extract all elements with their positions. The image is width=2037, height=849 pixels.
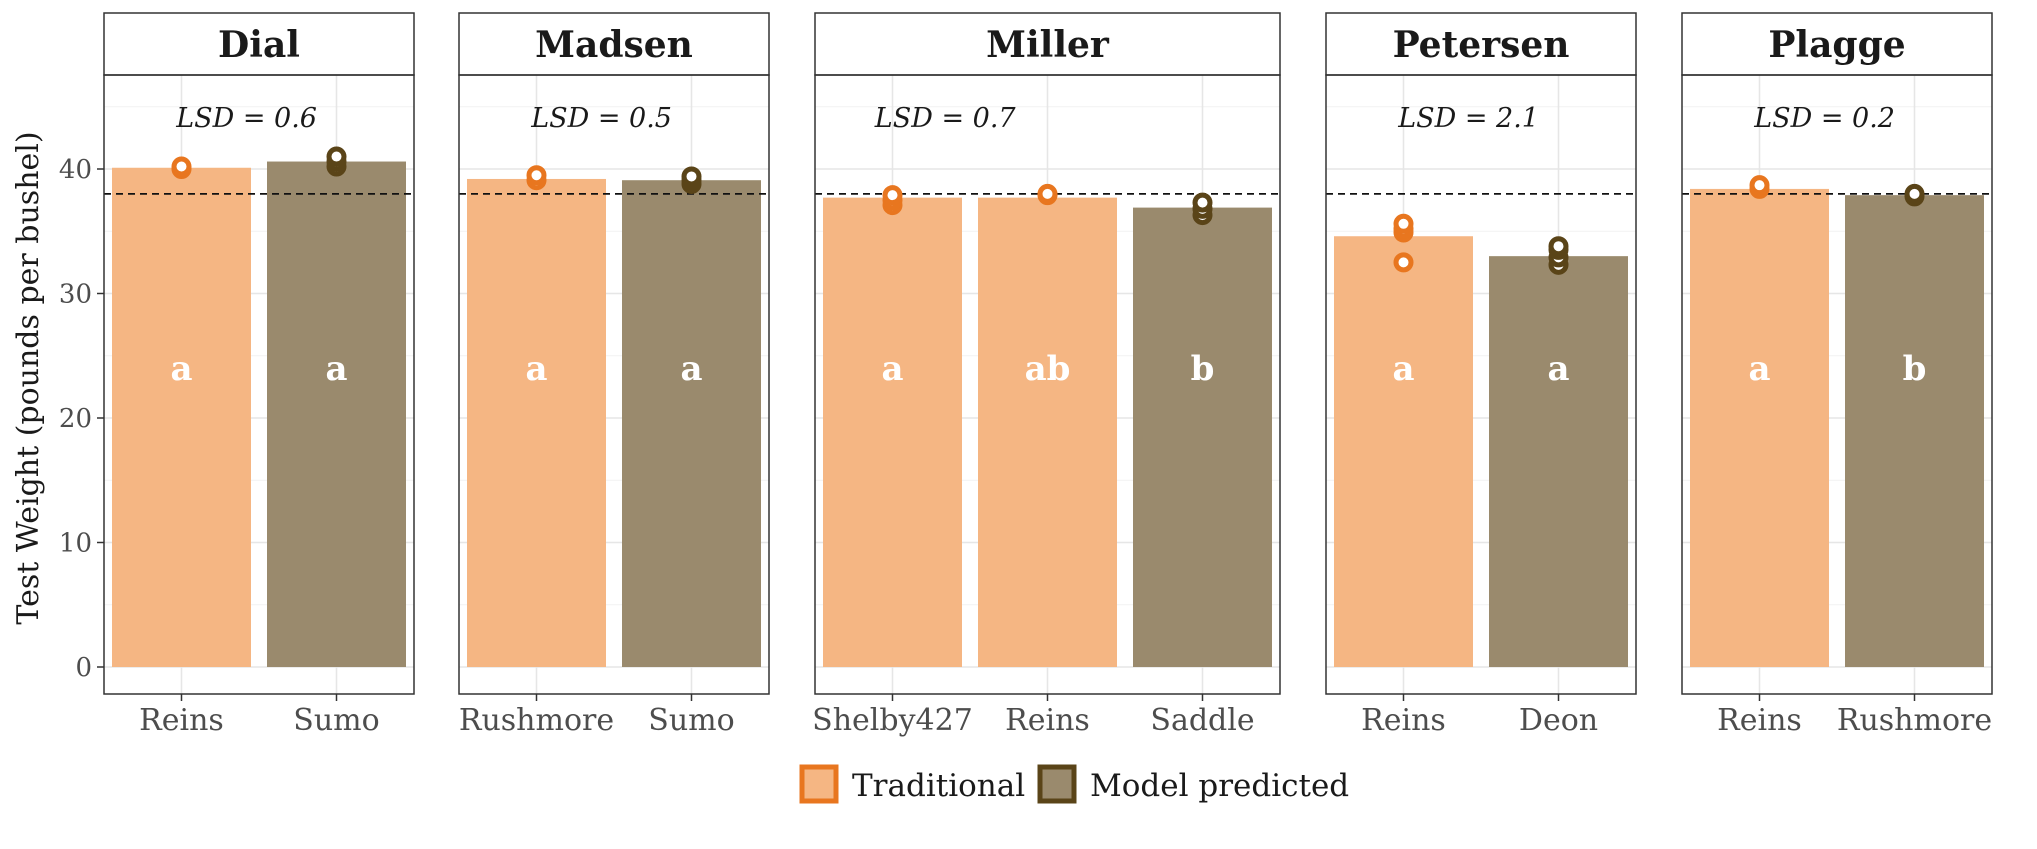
x-tick-label: Reins [1005, 703, 1090, 738]
observation-point [326, 146, 347, 167]
lsd-annotation: LSD = 0.7 [874, 103, 1017, 134]
bar [978, 197, 1117, 667]
bar [267, 161, 406, 667]
significance-letter: b [1903, 349, 1927, 389]
panel-plagge: a Reins b Rushmore LSD = 0.2 Plagge [1681, 12, 1993, 738]
panel-strip [1681, 12, 1993, 76]
panel-strip [814, 12, 1281, 76]
observation-point [1393, 213, 1414, 234]
observation-point [1749, 175, 1770, 196]
panel-madsen: a Rushmore a Sumo LSD = 0.5 Madsen [458, 12, 770, 738]
significance-letter: ab [1025, 349, 1071, 389]
panel-title: Petersen [1393, 24, 1570, 66]
bar [823, 197, 962, 667]
lsd-annotation: LSD = 0.5 [530, 103, 672, 134]
bar [1133, 207, 1272, 667]
significance-letter: a [1748, 349, 1770, 389]
significance-letter: a [525, 349, 547, 389]
panel-dial: a Reins a Sumo LSD = 0.6 Dial [103, 12, 415, 738]
panel-strip [103, 12, 415, 76]
significance-letter: b [1191, 349, 1215, 389]
y-tick-label: 0 [75, 653, 92, 683]
y-tick-label: 30 [59, 280, 92, 310]
chart-panels: a Reins a Sumo LSD = 0.6 Dial a Rushmore a Sumo LS… [103, 12, 1993, 738]
significance-letter: a [325, 349, 347, 389]
panel-border [103, 74, 415, 695]
observation-point [526, 165, 547, 186]
legend-label: Traditional [852, 768, 1025, 804]
lsd-annotation: LSD = 0.2 [1753, 103, 1895, 134]
bar [1334, 236, 1473, 668]
legend-item: Model predicted [1037, 764, 1349, 804]
bar [1489, 256, 1628, 667]
significance-letter: a [680, 349, 702, 389]
panel-miller: a Shelby427 ab Reins b Saddle LSD = 0.7 Miller [812, 12, 1281, 738]
panel-border [814, 74, 1281, 695]
panel-title: Miller [986, 24, 1110, 66]
panel-title: Dial [218, 24, 300, 66]
observation-point [171, 156, 192, 177]
lsd-annotation: LSD = 0.6 [175, 103, 317, 134]
panel-strip [458, 12, 770, 76]
y-tick-label: 20 [59, 404, 92, 434]
lsd-annotation: LSD = 2.1 [1397, 103, 1539, 134]
panel-border [458, 74, 770, 695]
legend-swatch [1037, 764, 1077, 804]
legend-item: Traditional [799, 764, 1025, 804]
significance-letter: a [1392, 349, 1414, 389]
y-axis-title: Test Weight (pounds per bushel) [11, 131, 46, 624]
legend: Traditional Model predicted [799, 764, 1349, 804]
panel-border [1325, 74, 1637, 695]
x-tick-label: Sumo [648, 703, 734, 738]
bar [112, 167, 251, 667]
y-tick-label: 40 [59, 155, 92, 185]
x-tick-label: Shelby427 [812, 703, 973, 738]
panel-petersen: a Reins a Deon LSD = 2.1 Petersen [1325, 12, 1637, 738]
x-tick-label: Saddle [1150, 703, 1254, 738]
observation-point [882, 185, 903, 206]
panel-border [1681, 74, 1993, 695]
bar [467, 178, 606, 667]
panel-title: Madsen [535, 24, 693, 66]
x-tick-label: Rushmore [459, 703, 614, 738]
significance-letter: a [881, 349, 903, 389]
y-tick-label: 10 [59, 529, 92, 559]
observation-point [1393, 252, 1414, 273]
significance-letter: a [170, 349, 192, 389]
significance-letter: a [1547, 349, 1569, 389]
bar [622, 180, 761, 667]
panel-title: Plagge [1768, 24, 1905, 66]
x-tick-label: Reins [139, 703, 224, 738]
bar [1690, 188, 1829, 668]
x-tick-label: Reins [1717, 703, 1802, 738]
observation-point [1037, 183, 1058, 204]
x-tick-label: Sumo [293, 703, 379, 738]
legend-swatch [799, 764, 839, 804]
observation-point [1904, 183, 1925, 204]
observation-point [1548, 236, 1569, 257]
bar [1845, 195, 1984, 667]
x-tick-label: Rushmore [1837, 703, 1992, 738]
x-tick-label: Deon [1519, 703, 1598, 738]
y-axis: 0 10 20 30 40 [59, 155, 104, 683]
legend-label: Model predicted [1090, 768, 1349, 804]
observation-point [1192, 192, 1213, 213]
x-tick-label: Reins [1361, 703, 1446, 738]
observation-point [681, 166, 702, 187]
